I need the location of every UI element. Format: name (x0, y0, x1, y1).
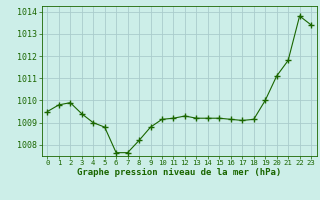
X-axis label: Graphe pression niveau de la mer (hPa): Graphe pression niveau de la mer (hPa) (77, 168, 281, 177)
